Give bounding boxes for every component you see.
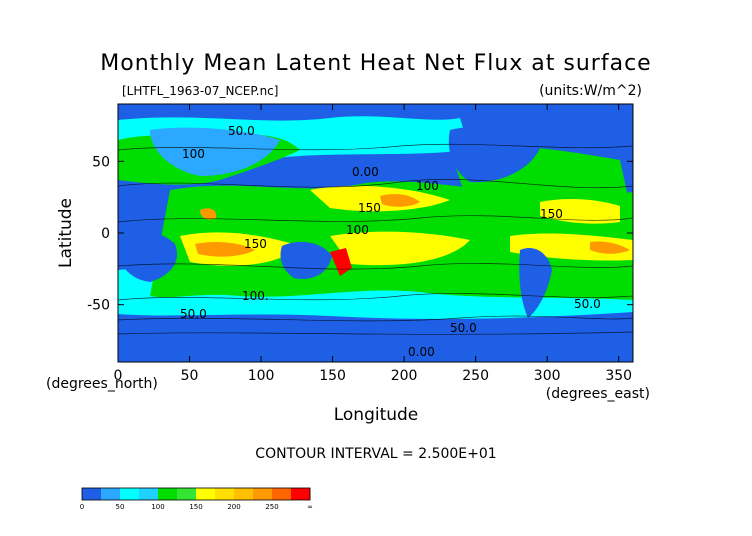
colorbar-swatch — [82, 488, 102, 500]
x-tick-label: 50 — [181, 368, 199, 384]
colorbar-swatch — [234, 488, 254, 500]
colorbar-swatch — [291, 488, 311, 500]
contour-label: 100 — [182, 147, 205, 161]
x-axis-label: Longitude — [334, 405, 419, 425]
contour-label: 150 — [244, 237, 267, 251]
file-label: [LHTFL_1963-07_NCEP.nc] — [122, 84, 278, 98]
colorbar-swatch — [120, 488, 140, 500]
colorbar-swatch — [272, 488, 292, 500]
colorbar-label: 200 — [227, 503, 240, 511]
y-axis-ticks: 50 0 -50 — [87, 154, 633, 314]
x-tick-label: 200 — [391, 368, 418, 384]
contour-label: 100 — [346, 223, 369, 237]
contour-label: 0.00 — [352, 165, 379, 179]
contour-label: 100. — [242, 289, 269, 303]
contour-label: 50.0 — [180, 307, 207, 321]
contour-label: 150 — [358, 201, 381, 215]
y-unit-note: (degrees_north) — [46, 376, 158, 392]
colorbar-label: ∞ — [307, 503, 313, 511]
contour-label: 50.0 — [450, 321, 477, 335]
colorbar-swatch — [101, 488, 121, 500]
x-tick-label: 0 — [114, 368, 123, 384]
y-tick-label: 50 — [92, 154, 110, 170]
units-label: (units:W/m^2) — [539, 83, 642, 99]
colorbar-swatch — [139, 488, 159, 500]
contour-label: 50.0 — [574, 297, 601, 311]
contour-label: 0.00 — [408, 345, 435, 359]
x-tick-label: 300 — [534, 368, 561, 384]
colorbar-label: 0 — [80, 503, 84, 511]
colorbar: 0 50 100 150 200 250 ∞ — [80, 487, 313, 511]
colorbar-swatch — [196, 488, 216, 500]
x-tick-label: 100 — [248, 368, 275, 384]
colorbar-swatch — [253, 488, 273, 500]
contour-labels: 50.0 100 0.00 100 150 150 100 150 100. 5… — [180, 124, 601, 359]
colorbar-frame — [81, 487, 311, 501]
x-tick-label: 150 — [319, 368, 346, 384]
x-tick-label: 250 — [462, 368, 489, 384]
colorbar-label: 150 — [189, 503, 202, 511]
colorbar-swatch — [158, 488, 178, 500]
y-tick-label: 0 — [101, 226, 110, 242]
y-tick-label: -50 — [87, 298, 110, 314]
x-tick-label: 350 — [605, 368, 632, 384]
contour-label: 150 — [540, 207, 563, 221]
colorbar-label: 50 — [116, 503, 125, 511]
x-axis-ticks: 0 50 100 150 200 250 300 350 — [114, 104, 632, 384]
colorbar-swatch — [215, 488, 235, 500]
colorbar-swatch — [177, 488, 197, 500]
y-axis-label: Latitude — [56, 198, 76, 268]
x-unit-note: (degrees_east) — [546, 386, 650, 402]
colorbar-label: 100 — [151, 503, 164, 511]
contour-label: 50.0 — [228, 124, 255, 138]
contour-label: 100 — [416, 179, 439, 193]
chart-title: Monthly Mean Latent Heat Net Flux at sur… — [100, 51, 651, 76]
contour-interval: CONTOUR INTERVAL = 2.500E+01 — [255, 446, 496, 462]
colorbar-label: 250 — [265, 503, 278, 511]
heatmap-field — [118, 104, 633, 362]
